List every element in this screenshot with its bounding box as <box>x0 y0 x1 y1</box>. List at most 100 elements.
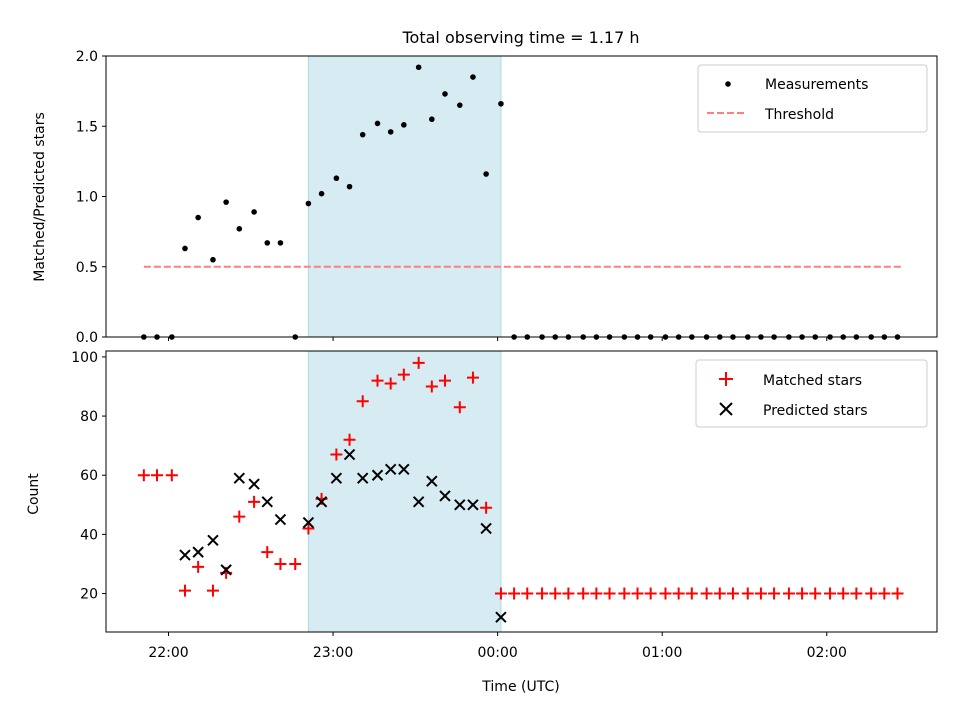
predicted-stars-legend-label: Predicted stars <box>763 403 868 419</box>
predicted-stars-point <box>343 448 356 461</box>
matched-stars-point <box>371 374 384 387</box>
top-y-tick-label: 0.5 <box>76 260 98 276</box>
matched-stars-point <box>741 587 754 600</box>
measurements-point <box>429 116 435 123</box>
matched-stars-point <box>754 587 767 600</box>
matched-stars-point <box>438 374 451 387</box>
top-y-tick-label: 1.5 <box>76 119 98 135</box>
bottom-y-axis-label: Count <box>26 473 42 515</box>
measurements-point <box>318 190 325 197</box>
bottom-y-axis-ticks: 20 40 60 80 100 <box>71 350 106 603</box>
x-axis-label: Time (UTC) <box>481 679 559 695</box>
measurements-point <box>223 199 229 205</box>
matched-stars-point <box>261 546 274 559</box>
matched-stars-point <box>782 587 795 600</box>
bottom-shaded-interval <box>307 350 502 633</box>
top-shaded-interval <box>307 55 502 338</box>
matched-stars-point <box>549 587 562 600</box>
matched-stars-point <box>233 510 246 523</box>
matched-stars-point <box>536 587 549 600</box>
measurements-point <box>305 200 312 207</box>
predicted-stars-point <box>454 499 466 511</box>
matched-stars-point <box>178 584 191 597</box>
predicted-stars-point <box>315 496 328 508</box>
matched-stars-point <box>577 587 590 600</box>
matched-stars-point <box>768 587 781 600</box>
bottom-y-tick-label: 20 <box>80 587 98 603</box>
matched-stars-point <box>618 587 631 600</box>
bottom-panel: 20 40 60 80 100 22:00 23:00 00:00 01:00 02:00 Co… <box>26 350 938 661</box>
matched-stars-point <box>137 469 150 482</box>
predicted-stars-point <box>330 472 343 484</box>
matched-stars-point <box>590 587 603 600</box>
predicted-stars-point <box>220 564 232 576</box>
matched-stars-point <box>878 587 891 600</box>
x-tick-label: 00:00 <box>477 645 517 661</box>
x-tick-label: 01:00 <box>642 645 682 661</box>
predicted-stars-point <box>439 490 451 502</box>
matched-stars-point <box>837 587 850 600</box>
top-x-axis-ticks <box>168 337 828 341</box>
predicted-stars-point <box>371 469 384 481</box>
matched-stars-point <box>274 557 287 570</box>
measurements-point <box>251 209 257 215</box>
top-y-tick-label: 0.0 <box>76 330 98 346</box>
bottom-x-axis-ticks: 22:00 23:00 00:00 01:00 02:00 <box>148 632 847 661</box>
predicted-stars-point <box>398 463 410 476</box>
matched-stars-point <box>508 587 521 600</box>
matched-stars-point <box>206 584 219 597</box>
figure-title: Total observing time = 1.17 h <box>401 28 639 47</box>
predicted-stars-point <box>248 478 260 490</box>
predicted-stars-point <box>274 513 287 526</box>
measurements-point <box>346 183 353 190</box>
matched-stars-point <box>397 368 410 381</box>
matched-stars-legend-marker <box>719 372 733 386</box>
matched-stars-point <box>865 587 878 600</box>
threshold-legend-label: Threshold <box>764 107 834 123</box>
matched-stars-point <box>700 587 713 600</box>
bottom-legend-frame <box>695 359 928 428</box>
matched-stars-point <box>356 395 369 408</box>
matched-stars-point <box>412 356 425 369</box>
matched-stars-point <box>824 587 837 600</box>
measurements-point <box>401 122 407 128</box>
bottom-y-tick-label: 40 <box>80 527 98 543</box>
measurements-point <box>374 120 381 127</box>
measurements-point <box>359 131 366 138</box>
matched-stars-legend-label: Matched stars <box>763 373 862 389</box>
matched-stars-point <box>480 501 493 514</box>
bottom-legend: Matched stars Predicted stars <box>695 359 928 428</box>
matched-stars-point <box>453 401 466 414</box>
matched-stars-point <box>672 587 685 600</box>
measurements-point <box>415 64 422 71</box>
bottom-y-tick-label: 100 <box>71 350 98 366</box>
predicted-stars-point <box>302 516 315 529</box>
measurements-point <box>333 175 340 182</box>
matched-stars-point <box>425 380 438 393</box>
x-tick-label: 23:00 <box>313 645 353 661</box>
matched-stars-point <box>562 587 575 600</box>
measurements-point <box>387 129 394 135</box>
measurements-point <box>264 240 271 246</box>
matched-stars-point <box>330 448 343 461</box>
measurements-point <box>442 91 448 97</box>
top-y-axis-ticks: 0.0 0.5 1.0 1.5 2.0 <box>76 49 106 346</box>
x-tick-label: 02:00 <box>807 645 847 661</box>
matched-stars-point <box>796 587 809 600</box>
matched-stars-point <box>521 587 534 600</box>
predicted-stars-point <box>384 463 397 476</box>
matched-stars-point <box>151 469 164 482</box>
matched-stars-point <box>850 587 863 600</box>
bottom-axes-frame <box>105 350 938 633</box>
top-axes-frame <box>105 55 938 338</box>
matched-stars-point <box>631 587 644 600</box>
matched-stars-point <box>248 495 261 508</box>
measurements-point <box>236 226 243 232</box>
matched-stars-point <box>603 587 616 600</box>
matched-stars-point <box>659 587 672 600</box>
predicted-stars-point <box>495 611 507 623</box>
bottom-y-tick-label: 80 <box>80 409 98 425</box>
predicted-stars-point <box>356 472 369 484</box>
predicted-stars-point <box>426 475 438 487</box>
